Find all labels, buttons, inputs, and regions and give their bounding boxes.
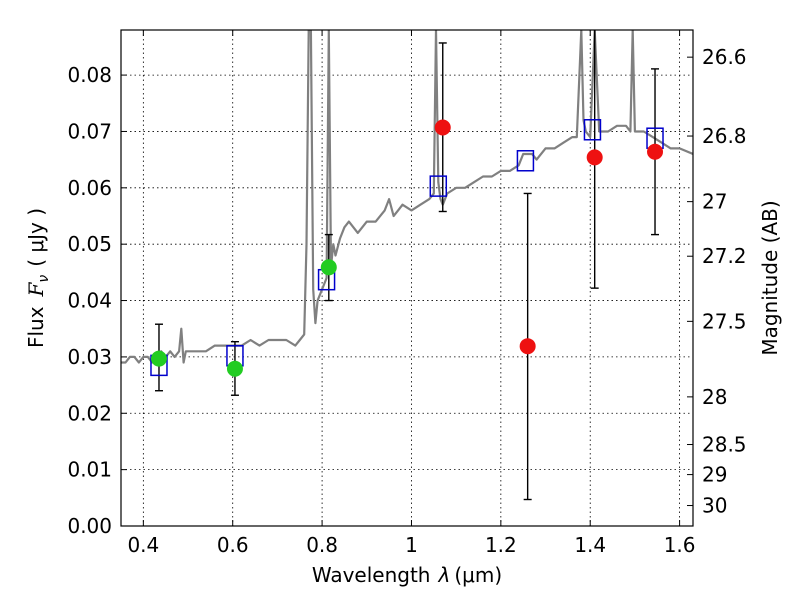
x-axis-label: Wavelength λ (μm) (312, 563, 502, 587)
y-tick-label: 0.03 (67, 345, 112, 369)
x-tick-label: 1.4 (574, 533, 606, 557)
y-tick-label: 0.07 (67, 119, 112, 143)
detected-point (320, 259, 337, 276)
y-axis-label: FluxFν( μJy ) (24, 208, 52, 348)
y2-tick-label: 29 (702, 463, 727, 487)
marginal-point (434, 119, 451, 136)
y2-axis-label: Magnitude (AB) (758, 200, 782, 355)
y2-tick-label: 26.6 (702, 45, 747, 69)
model-photometry-square (583, 119, 602, 141)
y-tick-label: 0.05 (67, 232, 112, 256)
y2-tick-label: 30 (702, 494, 727, 518)
y-tick-label: 0.06 (67, 176, 112, 200)
y-tick-label: 0.08 (67, 63, 112, 87)
y2-tick-label: 27 (702, 190, 727, 214)
y2-tick-label: 28.5 (702, 433, 747, 457)
marginal-point (647, 143, 664, 160)
x-tick-label: 0.6 (217, 533, 249, 557)
y-tick-label: 0.04 (67, 289, 112, 313)
x-tick-label: 1.2 (485, 533, 517, 557)
y2-tick-label: 27.2 (702, 244, 747, 268)
x-tick-label: 1 (405, 533, 418, 557)
model-photometry-square (516, 150, 535, 172)
y2-tick-label: 26.8 (702, 124, 747, 148)
x-tick-label: 0.4 (127, 533, 159, 557)
y2-tick-label: 27.5 (702, 309, 747, 333)
marginal-point (586, 149, 603, 166)
marginal-point (519, 338, 536, 355)
detected-point (150, 350, 167, 367)
x-tick-label: 1.6 (664, 533, 696, 557)
y-tick-label: 0.00 (67, 514, 112, 538)
model-photometry-square (429, 175, 448, 197)
x-tick-label: 0.8 (306, 533, 338, 557)
y2-tick-label: 28 (702, 385, 727, 409)
data-markers (150, 119, 664, 377)
axis-ticks: 0.4 0.6 0.8 1 1.2 1.4 1.6 0.00 0.01 0.02 0.03 0.04 0… (67, 30, 747, 557)
y-tick-label: 0.01 (67, 458, 112, 482)
plot-frame (120, 29, 694, 527)
detected-point (226, 360, 243, 377)
y-tick-label: 0.02 (67, 401, 112, 425)
